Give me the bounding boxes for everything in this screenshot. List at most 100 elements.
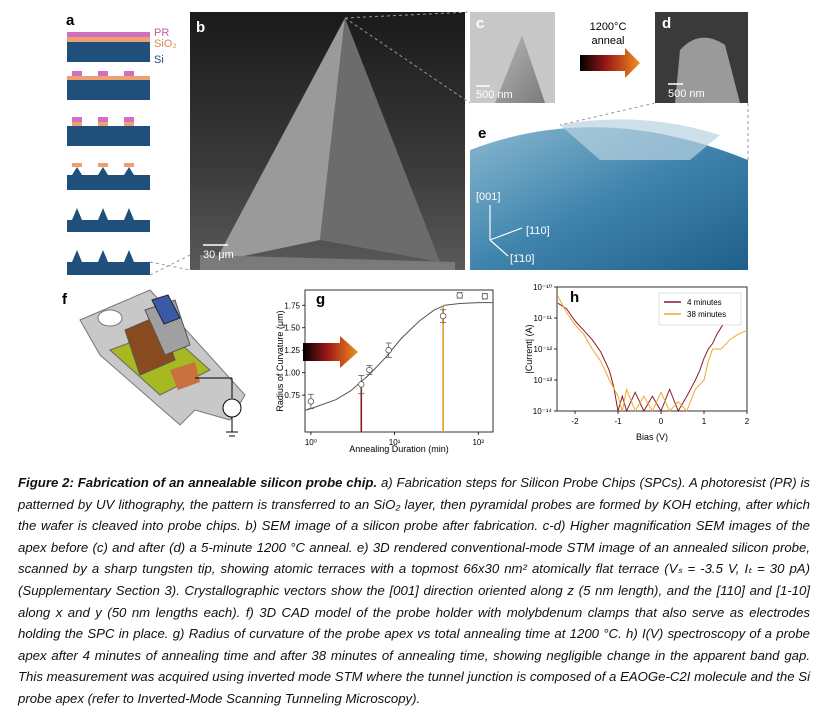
- pr-pad: [124, 71, 134, 76]
- probe-apex: [675, 37, 740, 103]
- si-etched: [67, 167, 150, 190]
- vector: [489, 227, 523, 241]
- terrace: [560, 119, 720, 160]
- pr-layer: [67, 32, 150, 37]
- point: [481, 293, 489, 300]
- y-tick-label: 10⁻¹³: [534, 376, 553, 385]
- arrow: [580, 48, 640, 78]
- caption: Figure 2: Fabrication of an annealable s…: [18, 472, 810, 710]
- x-tick-label: -1: [614, 417, 622, 426]
- si-chip: [67, 250, 150, 275]
- legend-label: 4 minutes: [687, 298, 722, 307]
- pr-pad: [98, 117, 108, 122]
- caption-text: a) Fabrication steps for Silicon Probe C…: [18, 475, 810, 706]
- point: [358, 381, 365, 388]
- pyramid-face: [215, 18, 345, 262]
- sio2-layer: [67, 76, 150, 80]
- x-tick-label: 0: [659, 417, 664, 426]
- point: [456, 292, 463, 299]
- chip: [151, 294, 181, 325]
- sio2-pad: [124, 163, 134, 167]
- connector: [344, 17, 471, 104]
- panel-label: f: [62, 291, 68, 308]
- si-layer: [67, 42, 150, 62]
- arrow-label: 1200°C: [590, 21, 627, 33]
- legend: [658, 292, 742, 326]
- anneal-arrow: 1200°C anneal: [580, 21, 640, 78]
- sio2-pad: [72, 122, 82, 126]
- pr-pad: [72, 117, 82, 122]
- probe-apex: [495, 35, 545, 103]
- x-tick-label: 2: [745, 417, 750, 426]
- y-tick-label: 10⁻¹⁰: [533, 283, 552, 292]
- source: [222, 398, 242, 418]
- y-tick-label: 10⁻¹⁴: [533, 407, 553, 416]
- figure: PR SiO₂ Si 30 μm 500 nm 1200°C anneal 50…: [62, 11, 750, 454]
- scale-label: 500 nm: [476, 89, 513, 101]
- si-layer: [67, 126, 150, 146]
- x-tick-label: 10¹: [389, 438, 401, 447]
- panel-e: [001] [110] [1̄10]: [470, 119, 748, 270]
- layer-label: SiO₂: [154, 38, 177, 50]
- layer-label: PR: [154, 27, 169, 39]
- plot-area: [304, 289, 494, 433]
- y-tick-label: 10⁻¹²: [534, 345, 553, 354]
- panel-label: e: [478, 125, 486, 142]
- hole: [97, 309, 123, 327]
- sio2-pad: [98, 163, 108, 167]
- connector: [149, 261, 191, 271]
- panel-label: b: [196, 19, 205, 36]
- sio2-layer: [67, 37, 150, 42]
- pr-pad: [98, 71, 108, 76]
- contact: [170, 362, 200, 390]
- stm-image: [470, 127, 748, 270]
- x-tick-label: 10²: [472, 438, 484, 447]
- connectors: [149, 11, 749, 276]
- point: [366, 366, 373, 374]
- pyramid-base: [200, 255, 455, 270]
- vector-label: [110]: [526, 225, 550, 237]
- legend-label: 38 minutes: [687, 310, 726, 319]
- panel-label: a: [66, 12, 75, 29]
- x-axis-label: Bias (V): [636, 432, 668, 442]
- y-tick-label: 1.00: [284, 369, 300, 378]
- vector-label: [001]: [476, 191, 500, 203]
- point: [307, 398, 315, 405]
- fit-line: [304, 302, 493, 411]
- panel-f: [79, 289, 246, 437]
- panel-label: d: [662, 15, 671, 32]
- panel-a: PR SiO₂ Si: [67, 27, 177, 275]
- caption-title: Fabrication of an annealable silicon pro…: [77, 475, 378, 490]
- y-tick-label: 1.75: [284, 301, 300, 310]
- scale-label: 30 μm: [203, 249, 234, 261]
- x-tick-label: 1: [702, 417, 707, 426]
- scale-label: 500 nm: [668, 88, 705, 100]
- connector: [559, 102, 656, 126]
- sio2-pad: [72, 163, 82, 167]
- pr-pad: [124, 117, 134, 122]
- vector-label: [1̄10]: [510, 253, 534, 265]
- panel-label: c: [476, 15, 484, 32]
- pyramid-face: [320, 18, 440, 262]
- connector: [344, 11, 471, 19]
- y-axis-label: Radius of Curvature (μm): [275, 310, 285, 411]
- point: [385, 347, 392, 354]
- sio2-pad: [98, 122, 108, 126]
- x-tick-label: 10⁰: [305, 438, 317, 447]
- y-axis-label: |Current| (A): [524, 324, 534, 373]
- pr-pad: [72, 71, 82, 76]
- vector: [489, 239, 509, 257]
- point: [439, 312, 447, 320]
- panel-label: g: [316, 291, 325, 308]
- panel-c: 500 nm: [470, 12, 555, 103]
- si-layer: [67, 80, 150, 100]
- anneal-arrow: [303, 336, 358, 368]
- caption-label: Figure 2:: [18, 475, 74, 490]
- arrow-label: anneal: [591, 35, 624, 47]
- panel-b: 30 μm: [190, 12, 465, 270]
- x-tick-label: -2: [571, 417, 579, 426]
- layer-label: Si: [154, 54, 164, 66]
- sio2-pad: [124, 122, 134, 126]
- si-probes: [67, 208, 150, 232]
